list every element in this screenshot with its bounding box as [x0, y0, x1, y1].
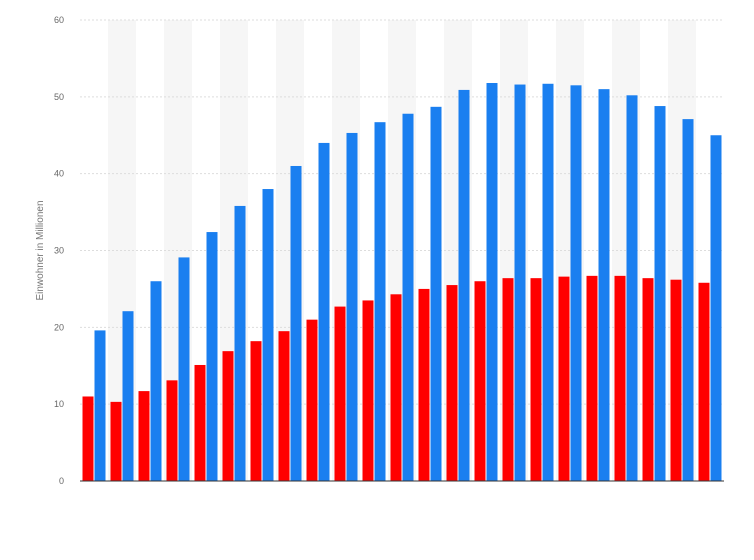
- bar-blue-13[interactable]: [430, 106, 442, 482]
- bar-blue-1[interactable]: [94, 330, 106, 481]
- bar-blue-21[interactable]: [654, 106, 666, 481]
- bar-red-20[interactable]: [614, 275, 626, 481]
- bar-blue-3[interactable]: [150, 281, 162, 481]
- bar-blue-2[interactable]: [122, 311, 134, 481]
- bar-blue-12[interactable]: [402, 113, 414, 481]
- bar-red-23[interactable]: [698, 282, 710, 481]
- bar-red-14[interactable]: [446, 285, 458, 481]
- bar-blue-19[interactable]: [598, 89, 610, 482]
- bar-blue-7[interactable]: [262, 189, 274, 482]
- bar-blue-5[interactable]: [206, 232, 218, 481]
- bar-blue-10[interactable]: [346, 132, 358, 481]
- bar-blue-17[interactable]: [542, 83, 554, 481]
- bar-red-6[interactable]: [222, 351, 234, 481]
- y-tick-label: 60: [54, 15, 64, 25]
- bar-red-8[interactable]: [278, 331, 290, 481]
- y-axis-ticks: 0 10 20 30 40 50 60: [54, 15, 64, 486]
- y-tick-label: 20: [54, 322, 64, 332]
- bar-red-12[interactable]: [390, 294, 402, 481]
- bar-red-2[interactable]: [110, 401, 122, 481]
- bar-blue-22[interactable]: [682, 119, 694, 482]
- bar-red-22[interactable]: [670, 279, 682, 481]
- y-tick-label: 50: [54, 92, 64, 102]
- y-tick-label: 30: [54, 246, 64, 256]
- bar-blue-6[interactable]: [234, 205, 246, 482]
- bar-blue-8[interactable]: [290, 165, 302, 481]
- bar-red-16[interactable]: [502, 278, 514, 481]
- bar-red-5[interactable]: [194, 364, 206, 481]
- bar-blue-16[interactable]: [514, 84, 526, 481]
- y-tick-label: 0: [59, 476, 64, 486]
- bar-red-1[interactable]: [82, 396, 94, 481]
- bar-red-15[interactable]: [474, 281, 486, 481]
- bar-red-18[interactable]: [558, 276, 570, 481]
- bar-blue-23[interactable]: [710, 135, 722, 481]
- bar-red-4[interactable]: [166, 380, 178, 481]
- bar-red-13[interactable]: [418, 288, 430, 481]
- bar-red-3[interactable]: [138, 391, 150, 481]
- bar-red-19[interactable]: [586, 275, 598, 481]
- bar-blue-11[interactable]: [374, 122, 386, 482]
- y-tick-label: 10: [54, 399, 64, 409]
- bar-red-10[interactable]: [334, 306, 346, 481]
- bar-red-7[interactable]: [250, 341, 262, 481]
- bar-red-9[interactable]: [306, 319, 318, 481]
- bar-red-17[interactable]: [530, 278, 542, 481]
- bar-blue-14[interactable]: [458, 89, 470, 481]
- bar-red-21[interactable]: [642, 278, 654, 481]
- y-axis-title: Einwohner in Millionen: [35, 200, 46, 300]
- bar-blue-20[interactable]: [626, 95, 638, 482]
- bar-blue-15[interactable]: [486, 83, 498, 482]
- y-tick-label: 40: [54, 169, 64, 179]
- bar-blue-18[interactable]: [570, 85, 582, 481]
- bar-blue-4[interactable]: [178, 257, 190, 481]
- bar-blue-9[interactable]: [318, 142, 330, 481]
- bar-marks: [82, 83, 722, 482]
- bar-red-11[interactable]: [362, 300, 374, 481]
